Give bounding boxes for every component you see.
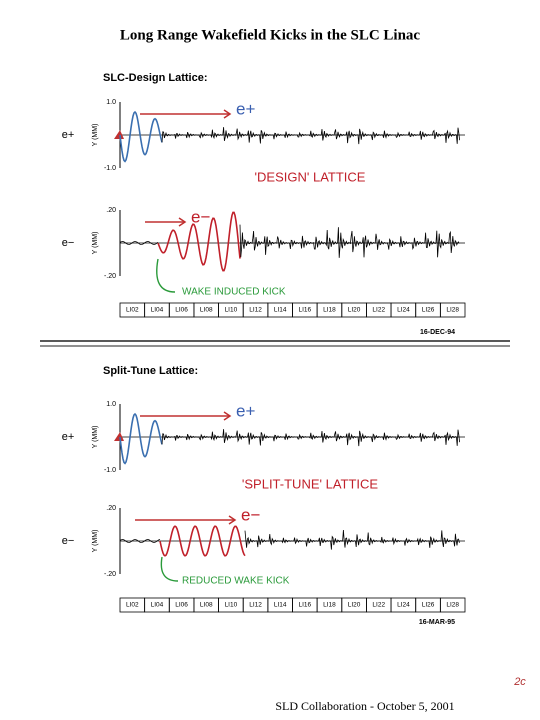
x-label: LI04 (151, 602, 164, 609)
x-label: LI22 (372, 602, 385, 609)
trace-colored (119, 412, 163, 465)
x-label: LI18 (323, 602, 336, 609)
beam-arrowhead (223, 109, 232, 119)
section-heading: Split-Tune Lattice: (103, 365, 198, 377)
x-label: LI06 (175, 602, 188, 609)
injection-marker (114, 130, 124, 139)
page-title: Long Range Wakefield Kicks in the SLC Li… (120, 27, 421, 43)
y-axis-label: Y (MM) (92, 530, 99, 553)
side-label: e+ (62, 431, 75, 443)
x-label: LI10 (225, 602, 238, 609)
beam-label: e+ (236, 401, 255, 420)
x-label-box (439, 597, 466, 613)
trace-colored (157, 211, 241, 272)
x-label: LI24 (397, 602, 410, 609)
y-tick-label: .20 (106, 207, 116, 214)
plot-date: 16-MAR-95 (419, 619, 455, 626)
side-label: e− (62, 237, 75, 249)
x-label: LI28 (446, 602, 459, 609)
x-label: LI08 (200, 307, 213, 314)
trace-black (244, 529, 460, 550)
x-label: LI08 (200, 602, 213, 609)
x-label: LI20 (348, 602, 361, 609)
plot-date: 16-DEC-94 (420, 329, 455, 336)
beam-arrowhead (223, 411, 232, 421)
side-label: e+ (62, 129, 75, 141)
y-tick-label: 1.0 (106, 99, 116, 106)
lattice-note: 'DESIGN' LATTICE (255, 169, 366, 184)
x-label: LI02 (126, 307, 139, 314)
y-tick-label: -.20 (104, 273, 116, 280)
x-label: LI28 (446, 307, 459, 314)
trace-pre (119, 539, 161, 543)
y-tick-label: -1.0 (104, 467, 116, 474)
side-label: e− (62, 535, 75, 547)
x-label: LI04 (151, 307, 164, 314)
x-label: LI22 (372, 307, 385, 314)
injection-marker (114, 432, 124, 441)
footer: SLD Collaboration - October 5, 2001 (275, 699, 454, 713)
beam-arrowhead (178, 217, 187, 227)
x-label: LI02 (126, 602, 139, 609)
x-label: LI26 (422, 602, 435, 609)
x-label: LI12 (249, 602, 262, 609)
trace-black (239, 224, 460, 258)
x-label: LI14 (274, 602, 287, 609)
kick-note: REDUCED WAKE KICK (182, 576, 290, 587)
x-label-box (439, 302, 466, 318)
x-label: LI26 (422, 307, 435, 314)
y-axis-label: Y (MM) (92, 232, 99, 255)
lattice-note: 'SPLIT-TUNE' LATTICE (242, 476, 379, 491)
x-label: LI18 (323, 307, 336, 314)
x-label: LI16 (298, 307, 311, 314)
x-label: LI16 (298, 602, 311, 609)
beam-label: e− (191, 207, 210, 226)
kick-note: WAKE INDUCED KICK (182, 287, 286, 298)
trace-colored (159, 525, 246, 557)
x-label: LI06 (175, 307, 188, 314)
y-tick-label: -.20 (104, 571, 116, 578)
x-label: LI14 (274, 307, 287, 314)
page-mark: 2c (513, 676, 526, 688)
trace-black (161, 429, 460, 447)
x-label: LI20 (348, 307, 361, 314)
y-tick-label: -1.0 (104, 165, 116, 172)
y-tick-label: 1.0 (106, 401, 116, 408)
x-label: LI10 (225, 307, 238, 314)
beam-label: e− (241, 505, 260, 524)
kick-arrow (160, 556, 179, 582)
beam-arrowhead (228, 515, 237, 525)
x-label: LI24 (397, 307, 410, 314)
y-axis-label: Y (MM) (92, 124, 99, 147)
trace-black (161, 127, 460, 145)
y-axis-label: Y (MM) (92, 426, 99, 449)
kick-arrow (156, 258, 176, 293)
y-tick-label: .20 (106, 505, 116, 512)
trace-pre (119, 241, 159, 245)
trace-colored (119, 110, 163, 163)
beam-label: e+ (236, 99, 255, 118)
section-heading: SLC-Design Lattice: (103, 72, 208, 84)
x-label: LI12 (249, 307, 262, 314)
